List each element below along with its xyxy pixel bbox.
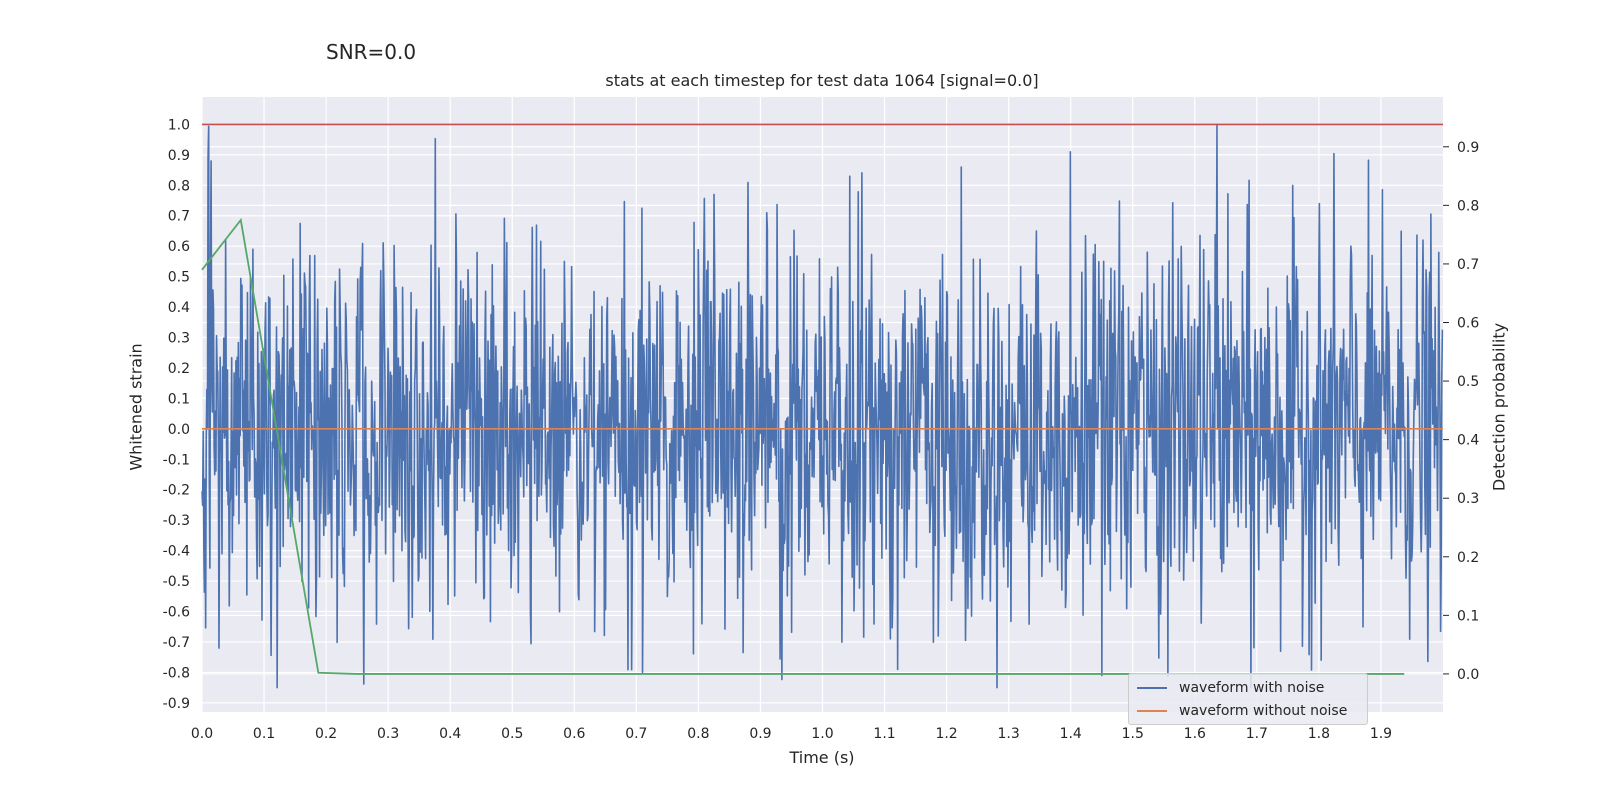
y-tick-label-left: -0.1: [163, 452, 190, 468]
y-tick-label-left: 0.9: [168, 148, 190, 164]
y-tick-label-left: 0.2: [168, 361, 190, 377]
y-tick-label-left: 0.5: [168, 270, 190, 286]
y-tick-label-left: -0.8: [163, 665, 190, 681]
legend-swatch: [1137, 687, 1167, 689]
chart-suptitle: SNR=0.0: [326, 40, 417, 64]
y-tick-label-right: 0.6: [1457, 316, 1479, 332]
x-tick-label: 0.6: [563, 726, 585, 742]
x-axis-label: Time (s): [789, 748, 855, 767]
x-tick-label: 0.4: [439, 726, 461, 742]
y-tick-label-right: 0.1: [1457, 608, 1479, 624]
x-tick-label: 0.9: [749, 726, 771, 742]
y-tick-label-left: -0.5: [163, 574, 190, 590]
x-tick-label: 0.5: [501, 726, 523, 742]
y-tick-label-left: -0.9: [163, 696, 190, 712]
x-tick-label: 0.3: [377, 726, 399, 742]
y-tick-label-left: -0.2: [163, 483, 190, 499]
x-tick-label: 1.0: [811, 726, 833, 742]
y-tick-label-left: 0.0: [168, 422, 190, 438]
x-tick-label: 0.7: [625, 726, 647, 742]
y-tick-label-right: 0.8: [1457, 198, 1479, 214]
y-tick-label-left: 1.0: [168, 117, 190, 133]
legend-item: waveform with noise: [1137, 680, 1324, 696]
x-tick-label: 1.8: [1308, 726, 1330, 742]
y-tick-label-right: 0.3: [1457, 491, 1479, 507]
x-tick-label: 0.2: [315, 726, 337, 742]
chart-title: stats at each timestep for test data 106…: [605, 71, 1039, 90]
x-tick-label: 1.3: [998, 726, 1020, 742]
y-tick-label-right: 0.4: [1457, 433, 1479, 449]
x-tick-label: 0.1: [253, 726, 275, 742]
x-tick-label: 0.8: [687, 726, 709, 742]
y-tick-label-right: 0.2: [1457, 550, 1479, 566]
x-tick-label: 1.5: [1122, 726, 1144, 742]
y-tick-label-right: 0.5: [1457, 374, 1479, 390]
y-tick-label-right: 0.9: [1457, 140, 1479, 156]
y-tick-label-left: -0.6: [163, 605, 190, 621]
y-tick-label-left: 0.7: [168, 209, 190, 225]
y-tick-label-left: 0.6: [168, 239, 190, 255]
y-tick-label-left: -0.3: [163, 513, 190, 529]
y-axis-label-right: Detection probability: [1489, 322, 1509, 492]
x-tick-label: 0.0: [191, 726, 213, 742]
y-tick-label-left: 0.4: [168, 300, 190, 316]
series-line-waveform-with-noise: [201, 123, 1444, 689]
x-tick-label: 1.4: [1060, 726, 1082, 742]
legend-label: waveform without noise: [1179, 703, 1348, 719]
y-tick-label-left: 0.1: [168, 391, 190, 407]
x-tick-label: 1.9: [1370, 726, 1392, 742]
legend-item: waveform without noise: [1137, 703, 1347, 719]
x-tick-label: 1.7: [1246, 726, 1268, 742]
series-line-detection-probability: [201, 217, 1405, 675]
x-tick-label: 1.2: [935, 726, 957, 742]
legend-label: waveform with noise: [1179, 680, 1325, 696]
y-tick-label-right: 0.7: [1457, 257, 1479, 273]
legend-swatch: [1137, 710, 1167, 712]
y-tick-label-left: 0.8: [168, 178, 190, 194]
x-tick-label: 1.6: [1184, 726, 1206, 742]
y-tick-label-left: -0.7: [163, 635, 190, 651]
y-axis-label-left: Whitened strain: [126, 343, 146, 471]
y-tick-label-left: 0.3: [168, 331, 190, 347]
y-tick-label-left: -0.4: [163, 544, 190, 560]
legend: waveform with noise waveform without noi…: [1128, 673, 1368, 725]
y-tick-label-right: 0.0: [1457, 667, 1479, 683]
x-tick-label: 1.1: [873, 726, 895, 742]
